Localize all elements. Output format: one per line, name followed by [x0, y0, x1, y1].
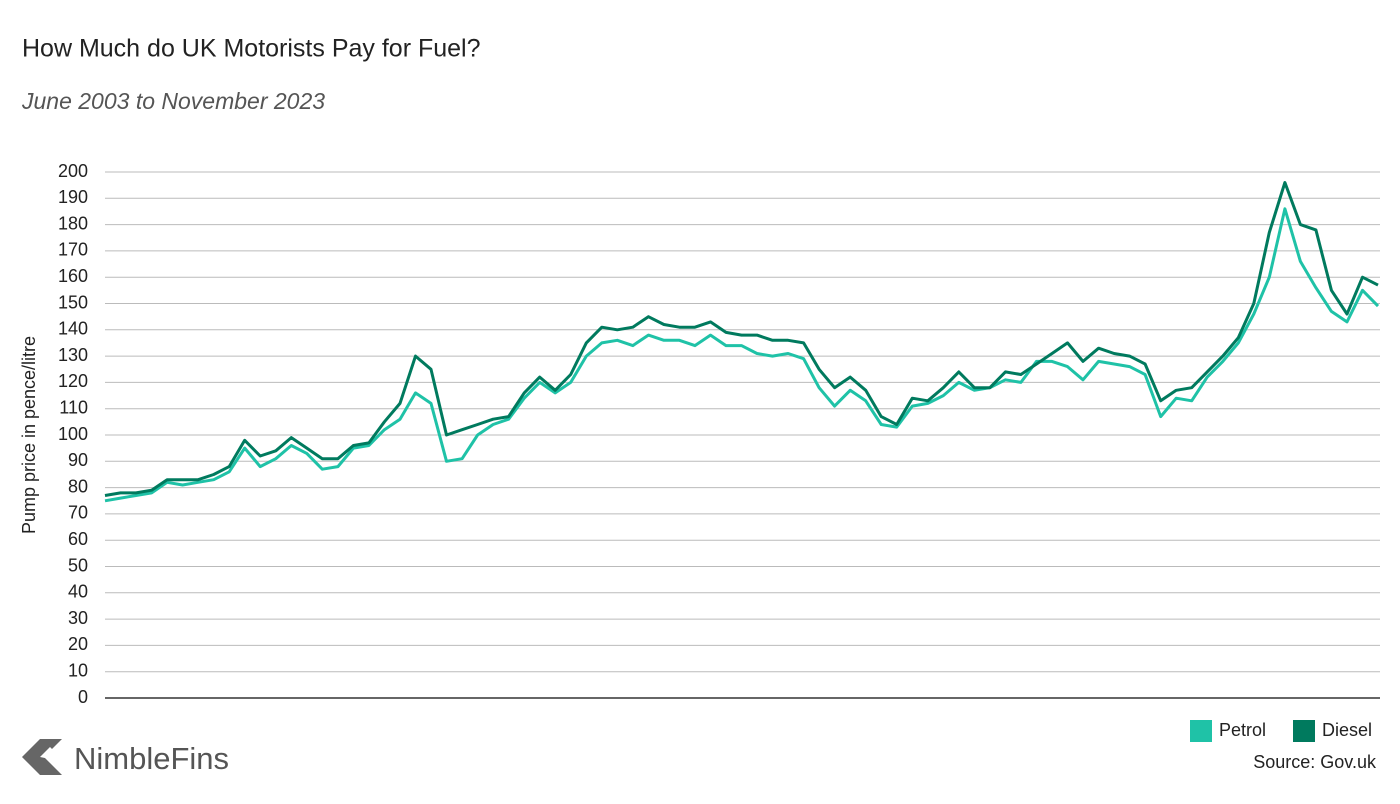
y-tick-label: 40: [68, 582, 88, 602]
y-tick-label: 0: [78, 687, 88, 707]
y-tick-label: 150: [58, 292, 88, 312]
y-axis-label: Pump price in pence/litre: [19, 336, 39, 534]
y-tick-label: 50: [68, 555, 88, 575]
y-tick-label: 200: [58, 161, 88, 181]
y-tick-label: 160: [58, 266, 88, 286]
brand-name: NimbleFins: [74, 741, 229, 776]
line-petrol: [104, 207, 1380, 503]
y-tick-label: 20: [68, 634, 88, 654]
logo-mark-cut: [40, 747, 56, 759]
legend-label: Petrol: [1219, 720, 1266, 740]
y-tick-label: 10: [68, 660, 88, 680]
y-tick-label: 90: [68, 450, 88, 470]
y-tick-label: 100: [58, 424, 88, 444]
y-tick-label: 80: [68, 476, 88, 496]
brand-logo: NimbleFins: [22, 739, 229, 776]
y-tick-label: 60: [68, 529, 88, 549]
y-tick-label: 130: [58, 345, 88, 365]
legend-swatch: [1190, 720, 1212, 742]
y-tick-label: 120: [58, 371, 88, 391]
y-tick-label: 110: [59, 397, 88, 417]
legend-label: Diesel: [1322, 720, 1372, 740]
legend-swatch: [1293, 720, 1315, 742]
y-tick-label: 70: [68, 503, 88, 523]
chart-subtitle: June 2003 to November 2023: [21, 88, 325, 114]
y-tick-label: 30: [68, 608, 88, 628]
line-diesel: [104, 181, 1379, 497]
y-tick-label: 170: [58, 240, 88, 260]
y-tick-label: 190: [58, 187, 88, 207]
y-tick-label: 180: [58, 213, 88, 233]
chart-title: How Much do UK Motorists Pay for Fuel?: [22, 35, 481, 63]
y-tick-label: 140: [58, 319, 88, 339]
source: Source: Gov.uk: [1253, 752, 1377, 772]
